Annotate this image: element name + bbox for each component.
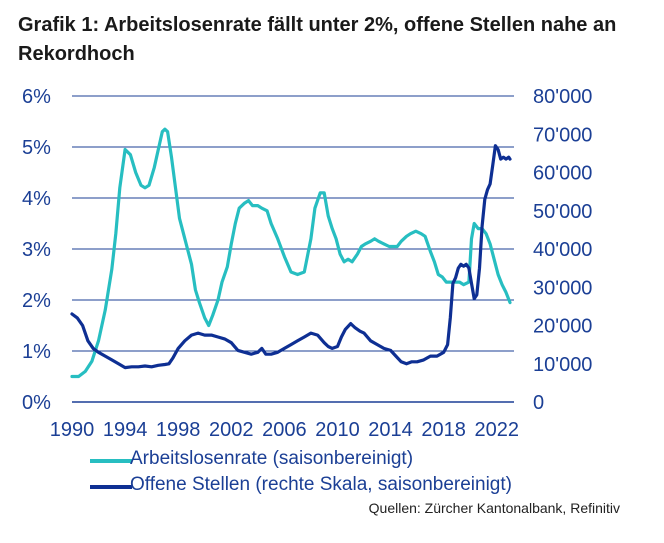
series-line-unemployment: [70, 127, 512, 379]
y-left-tick-label: 0%: [22, 392, 51, 414]
y-right-tick-label: 30'000: [533, 277, 592, 299]
legend-swatch-unemployment: [90, 459, 132, 463]
y-left-tick-label: 1%: [22, 341, 51, 363]
y-right-tick-label: 60'000: [533, 163, 592, 185]
legend-label-unemployment: Arbeitslosenrate (saisonbereinigt): [130, 448, 414, 469]
gridlines: [72, 95, 514, 403]
y-left-tick-label: 3%: [22, 239, 51, 261]
series-line-vacancies: [70, 144, 512, 370]
y-right-tick-label: 20'000: [533, 316, 592, 338]
x-tick-label: 1998: [156, 419, 201, 441]
y-right-tick-label: 40'000: [533, 239, 592, 261]
y-right-tick-label: 80'000: [533, 86, 592, 108]
legend-label-vacancies: Offene Stellen (rechte Skala, saisonbere…: [130, 474, 512, 495]
y-left-tick-label: 6%: [22, 86, 51, 108]
x-tick-label: 2014: [368, 419, 413, 441]
y-right-tick-label: 50'000: [533, 201, 592, 223]
x-tick-label: 2002: [209, 419, 254, 441]
x-tick-label: 1994: [103, 419, 148, 441]
series-lines: [70, 127, 512, 379]
x-axis-tick-labels: 1990 1994 1998 2002 2006 2010 2014 2018 2022: [50, 419, 519, 441]
right-axis-tick-labels: 0 10'000 20'000 30'000 40'000 50'000 60'000 70'…: [533, 86, 592, 414]
x-tick-label: 2010: [315, 419, 360, 441]
y-right-tick-label: 10'000: [533, 354, 592, 376]
source-note: Quellen: Zürcher Kantonalbank, Refinitiv: [368, 500, 620, 516]
left-axis-tick-labels: 0% 1% 2% 3% 4% 5% 6%: [22, 86, 51, 414]
x-tick-label: 2018: [421, 419, 466, 441]
y-left-tick-label: 4%: [22, 188, 51, 210]
y-right-tick-label: 0: [533, 392, 544, 414]
y-right-tick-label: 70'000: [533, 124, 592, 146]
chart-title: Grafik 1: Arbeitslosenrate fällt unter 2…: [18, 14, 617, 65]
legend-swatch-vacancies: [90, 485, 132, 489]
y-left-tick-label: 2%: [22, 290, 51, 312]
x-tick-label: 2022: [474, 419, 519, 441]
y-left-tick-label: 5%: [22, 137, 51, 159]
x-tick-label: 1990: [50, 419, 95, 441]
x-tick-label: 2006: [262, 419, 307, 441]
